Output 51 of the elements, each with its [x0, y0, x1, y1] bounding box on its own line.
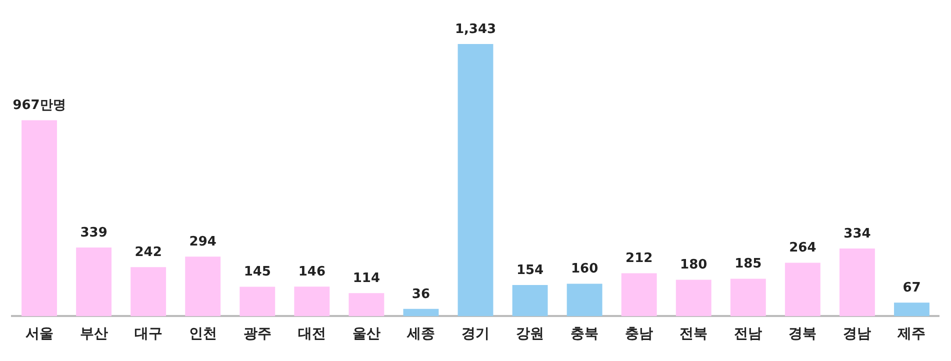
- data-label: 339: [80, 225, 108, 240]
- x-tick-label: 강원: [516, 326, 544, 342]
- x-tick-label: 충남: [625, 326, 654, 342]
- bar: [240, 286, 276, 316]
- x-tick-label: 경북: [788, 326, 817, 342]
- bar: [676, 280, 712, 316]
- x-tick-label: 전남: [734, 326, 762, 342]
- bar: [730, 278, 766, 316]
- data-label: 294: [189, 234, 216, 250]
- bar: [403, 308, 439, 316]
- data-label: 160: [570, 262, 598, 277]
- x-tick-label: 제주: [896, 326, 926, 342]
- bar: [76, 247, 112, 316]
- x-tick-label: 인천: [188, 326, 217, 342]
- data-label: 334: [844, 226, 871, 242]
- x-tick-label: 대전: [298, 326, 326, 342]
- data-label: 146: [298, 264, 326, 280]
- x-tick-label: 경남: [843, 326, 872, 342]
- x-tick-label: 울산: [352, 326, 380, 342]
- bar: [130, 267, 166, 316]
- bar: [566, 284, 602, 316]
- bar: [294, 286, 330, 316]
- bar: [894, 302, 930, 316]
- x-tick-label: 부산: [80, 326, 108, 342]
- data-label: 185: [734, 256, 762, 272]
- data-label: 114: [352, 270, 380, 286]
- x-tick-label: 대구: [134, 326, 162, 342]
- bar: [621, 273, 657, 316]
- data-label: 264: [789, 240, 816, 256]
- data-label: 36: [412, 286, 430, 302]
- data-label: 145: [244, 264, 271, 280]
- bar: [185, 256, 221, 316]
- data-label: 212: [626, 251, 653, 266]
- x-tick-label: 광주: [243, 326, 272, 342]
- data-label: 967만명: [12, 98, 66, 114]
- bar: [22, 120, 57, 316]
- x-tick-label: 충북: [570, 326, 599, 342]
- bar: [458, 44, 494, 316]
- data-label: 242: [134, 245, 162, 260]
- data-label: 180: [680, 258, 708, 273]
- bar: [784, 262, 820, 316]
- x-tick-label: 서울: [25, 326, 54, 342]
- bar: [512, 284, 548, 316]
- x-tick-label: 세종: [406, 326, 435, 342]
- x-tick-label: 경기: [462, 326, 490, 342]
- data-label: 154: [516, 262, 544, 278]
- data-label: 67: [902, 280, 921, 296]
- bar: [348, 293, 384, 316]
- x-tick-label: 전북: [680, 326, 708, 342]
- data-label: 1,343: [454, 22, 496, 37]
- bar: [839, 248, 875, 316]
